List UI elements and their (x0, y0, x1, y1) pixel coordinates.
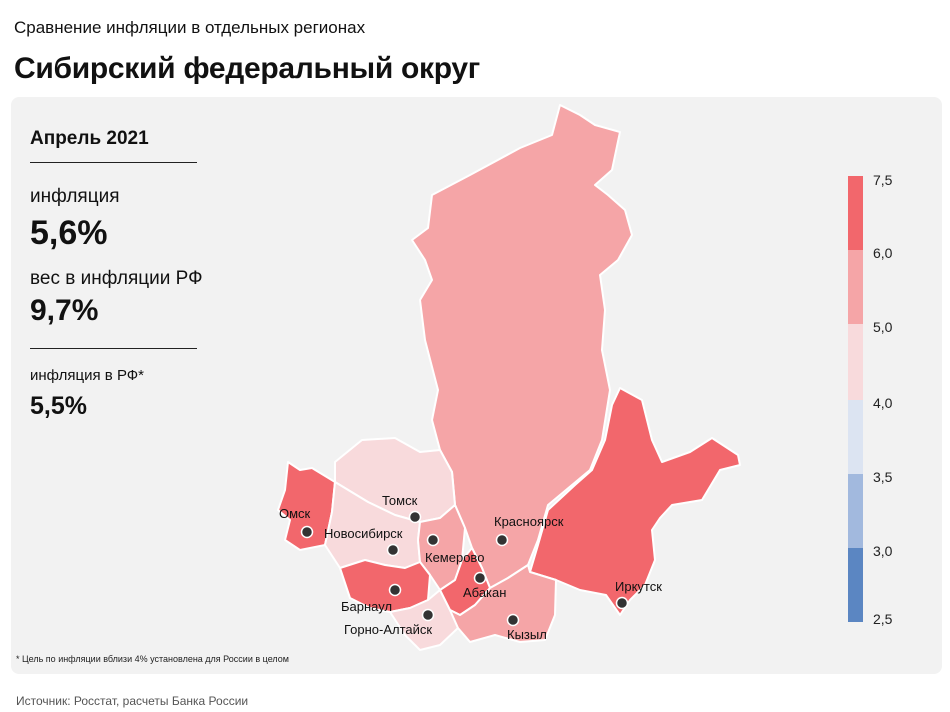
weight-label: вес в инфляции РФ (30, 268, 203, 289)
legend-tick-7-5: 7,5 (873, 172, 893, 188)
divider-top (30, 162, 197, 163)
rf-inflation-value: 5,5% (30, 392, 87, 420)
city-marker-tomsk (408, 510, 422, 524)
page-title: Сибирский федеральный округ (14, 52, 480, 85)
inflation-value: 5,6% (30, 214, 108, 252)
legend-bin-2.5-3 (848, 548, 863, 622)
legend-bin-5-6 (848, 250, 863, 324)
chart-subtitle: Сравнение инфляции в отдельных регионах (14, 18, 366, 37)
legend-bin-4-5 (848, 324, 863, 400)
legend-tick-2-5: 2,5 (873, 611, 893, 627)
city-label-kyzyl: Кызыл (507, 627, 547, 642)
legend-tick-6-0: 6,0 (873, 245, 893, 261)
city-marker-omsk (300, 525, 314, 539)
weight-value: 9,7% (30, 294, 99, 327)
city-label-kemerovo: Кемерово (425, 550, 484, 565)
period-label: Апрель 2021 (30, 128, 149, 149)
city-marker-barnaul (388, 583, 402, 597)
city-label-irkutsk: Иркутск (615, 579, 662, 594)
legend-tick-4-0: 4,0 (873, 395, 893, 411)
city-marker-kemerovo (426, 533, 440, 547)
city-marker-abakan (473, 571, 487, 585)
city-label-abakan: Абакан (463, 585, 506, 600)
city-marker-novosibirsk (386, 543, 400, 557)
city-label-krasnoyarsk: Красноярск (494, 514, 564, 529)
legend-tick-5-0: 5,0 (873, 319, 893, 335)
city-label-gorno-altaysk: Горно-Алтайск (344, 622, 432, 637)
city-marker-krasnoyarsk (495, 533, 509, 547)
divider-bottom (30, 348, 197, 349)
footnote: * Цель по инфляции вблизи 4% установлена… (16, 654, 289, 664)
legend-bin-3.5-4 (848, 400, 863, 474)
city-marker-kyzyl (506, 613, 520, 627)
rf-inflation-label: инфляция в РФ* (30, 367, 145, 384)
legend-bin-3-3.5 (848, 474, 863, 548)
region-altai-krai (339, 559, 431, 613)
legend-tick-3-5: 3,5 (873, 469, 893, 485)
city-label-novosibirsk: Новосибирск (324, 526, 403, 541)
city-label-tomsk: Томск (382, 493, 418, 508)
region-omsk (277, 461, 336, 551)
legend-bin-6-7.5 (848, 176, 863, 250)
region-irkutsk (529, 387, 741, 616)
city-label-omsk: Омск (279, 506, 311, 521)
city-marker-gorno-altaysk (421, 608, 435, 622)
region-tyva (449, 564, 557, 643)
legend: 7,5 6,0 5,0 4,0 3,5 3,0 2,5 (848, 172, 893, 627)
inflation-label: инфляция (30, 186, 120, 207)
legend-tick-3-0: 3,0 (873, 543, 893, 559)
source-note: Источник: Росстат, расчеты Банка России (16, 694, 249, 708)
city-label-barnaul: Барнаул (341, 599, 392, 614)
city-marker-irkutsk (615, 596, 629, 610)
